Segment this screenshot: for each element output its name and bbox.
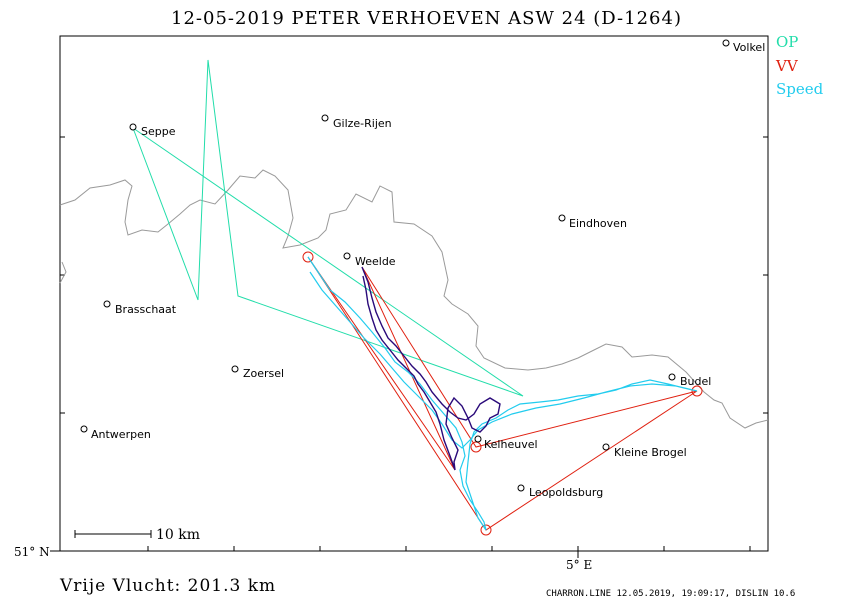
place-label: Budel: [680, 375, 711, 388]
legend-speed: Speed: [776, 80, 824, 98]
place-label: Zoersel: [243, 367, 284, 380]
credit-label: CHARRON.LINE 12.05.2019, 19:09:17, DISLI…: [546, 589, 796, 599]
place-label: Gilze-Rijen: [333, 117, 392, 130]
longitude-label: 5° E: [566, 558, 592, 572]
place-label: Leopoldsburg: [529, 486, 603, 499]
op-route: [132, 59, 524, 397]
axis-ticks: [60, 136, 768, 551]
place-label: Weelde: [355, 255, 396, 268]
place-markers: [80, 39, 730, 492]
vv-route: [307, 256, 698, 531]
distance-label: Vrije Vlucht: 201.3 km: [60, 576, 277, 596]
country-border: [59, 169, 769, 429]
legend-vv: VV: [776, 57, 798, 75]
place-label: Brasschaat: [115, 303, 177, 316]
scale-bar: [74, 530, 152, 538]
speed-track: [307, 256, 698, 531]
place-label: Volkel: [733, 41, 765, 54]
place-label: Kleine Brogel: [614, 446, 687, 459]
latitude-label: 51° N: [14, 545, 50, 559]
place-label: Seppe: [141, 125, 176, 138]
legend-op: OP: [776, 33, 799, 51]
scale-bar-label: 10 km: [156, 527, 200, 543]
place-label: Antwerpen: [91, 428, 151, 441]
map-frame: [59, 35, 769, 552]
place-label: Kelheuvel: [484, 438, 538, 451]
gps-track: [361, 266, 501, 471]
turnpoint-markers: [302, 251, 703, 536]
map-title: 12-05-2019 PETER VERHOEVEN ASW 24 (D-126…: [171, 8, 682, 29]
place-label: Eindhoven: [569, 217, 627, 230]
country-border-west: [59, 261, 67, 284]
